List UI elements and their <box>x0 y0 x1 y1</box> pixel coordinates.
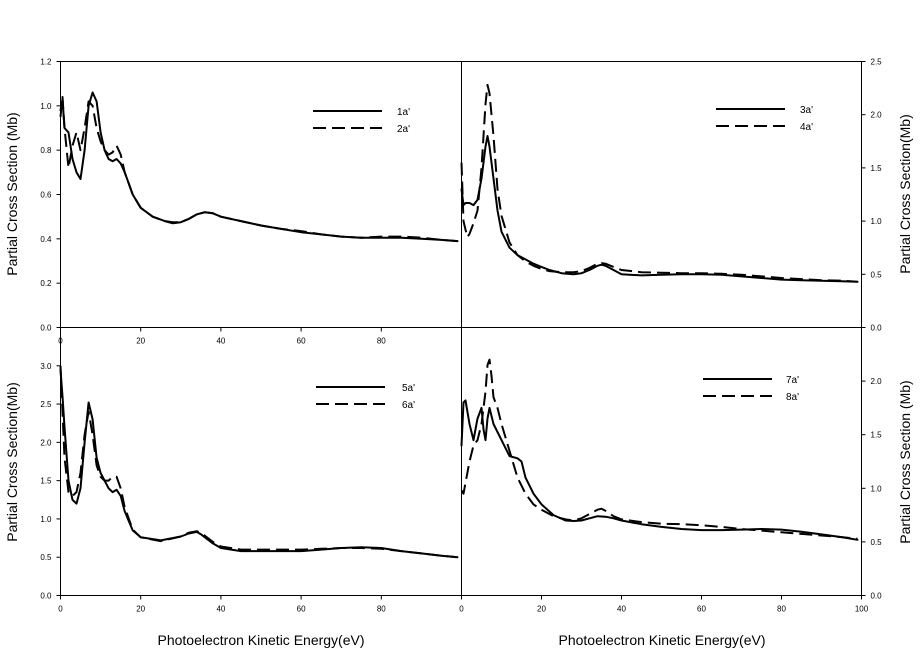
legend-label: 2a' <box>397 124 410 135</box>
panel-frame-bottom-left <box>60 327 462 596</box>
x-tick-label: 0 <box>459 605 464 614</box>
legend-label: 7a' <box>786 375 799 386</box>
y-axis-title-bottom-right: Partial Cross Section (Mb) <box>897 380 913 543</box>
legend-label: 1a' <box>397 107 410 118</box>
x-tick-label: 40 <box>216 337 225 346</box>
y-tick-label: 1.2 <box>40 58 52 67</box>
y-tick-label: 1.0 <box>871 484 883 493</box>
y-tick-label: 0.0 <box>871 592 883 601</box>
series-line-8a <box>460 358 858 540</box>
x-tick-label: 20 <box>537 605 546 614</box>
y-tick-label: 2.0 <box>40 438 52 447</box>
y-tick-label: 3.0 <box>40 362 52 371</box>
y-tick-label: 0.0 <box>40 324 52 333</box>
x-tick-label: 80 <box>377 605 386 614</box>
y-tick-label: 1.5 <box>871 164 883 173</box>
x-tick-label: 40 <box>216 605 225 614</box>
series-line-4a <box>460 83 858 283</box>
y-tick-label: 0.0 <box>40 592 52 601</box>
y-tick-label: 0.5 <box>871 538 883 547</box>
y-tick-label: 0.5 <box>871 270 883 279</box>
panel-frame-top-right <box>461 61 862 328</box>
y-tick-label: 1.0 <box>40 102 52 111</box>
legend-label: 3a' <box>800 105 813 116</box>
x-tick-label: 100 <box>855 605 869 614</box>
y-axis-title-bottom-left: Partial Cross Section(Mb) <box>4 382 20 542</box>
chart-panel-bottom-left: 0.0 0.5 1.0 1.5 2.0 2.5 3.0 0 20 40 60 80 5a' 6a' <box>40 362 459 614</box>
y-tick-label: 0.0 <box>871 324 883 333</box>
y-tick-label: 0.2 <box>40 279 52 288</box>
chart-panel-top-right: 0.0 0.5 1.0 1.5 2.0 2.5 3a' 4a' <box>460 58 883 333</box>
x-axis-title-left: Photoelectron Kinetic Energy(eV) <box>158 632 365 648</box>
y-tick-label: 1.0 <box>871 217 883 226</box>
chart-panel-top-left: 0.0 0.2 0.4 0.6 0.8 1.0 1.2 0 20 40 60 80 1a' 2a' <box>40 58 459 346</box>
y-axis-title-top-right: Partial Cross Section(Mb) <box>897 114 913 274</box>
legend-label: 6a' <box>402 400 415 411</box>
series-line-6a <box>59 365 458 559</box>
y-tick-label: 0.6 <box>40 191 52 200</box>
y-tick-label: 0.4 <box>40 235 52 244</box>
series-line-5a <box>59 368 459 559</box>
y-tick-label: 1.5 <box>40 477 52 486</box>
series-line-7a <box>460 399 859 541</box>
x-tick-label: 40 <box>617 605 626 614</box>
y-tick-label: 0.5 <box>40 553 52 562</box>
panels: 0.00.20.40.60.81.01.20 20 40 60 801a'2a'0.00… <box>40 58 882 614</box>
x-tick-label: 0 <box>58 605 63 614</box>
legend-label: 5a' <box>402 383 415 394</box>
y-tick-label: 1.0 <box>40 515 52 524</box>
y-tick-label: 2.0 <box>871 377 883 386</box>
y-axis-title-top-left: Partial Cross Section (Mb) <box>4 112 20 275</box>
x-tick-label: 20 <box>136 605 145 614</box>
panel-frame-bottom-right <box>461 327 862 596</box>
legend-label: 4a' <box>800 122 813 133</box>
y-tick-label: 2.5 <box>40 400 52 409</box>
legend-label: 8a' <box>786 392 799 403</box>
x-tick-label: 20 <box>136 337 145 346</box>
x-tick-label: 80 <box>377 337 386 346</box>
x-tick-label: 60 <box>697 605 706 614</box>
x-tick-label: 60 <box>297 337 306 346</box>
y-tick-label: 2.0 <box>871 111 883 120</box>
panel-frame-top-left <box>60 61 462 328</box>
x-tick-label: 80 <box>777 605 786 614</box>
y-tick-label: 0.8 <box>40 146 52 155</box>
x-tick-label: 60 <box>297 605 306 614</box>
x-tick-label: 0 <box>58 337 63 346</box>
x-axis-title-right: Photoelectron Kinetic Energy(eV) <box>559 632 766 648</box>
chart-panel-bottom-right: 0.0 0.5 1.0 1.5 2.0 0 20 40 60 80 100 7a' 8a' <box>459 358 883 614</box>
y-tick-label: 2.5 <box>871 58 883 67</box>
series-line-3a <box>460 135 859 283</box>
y-tick-label: 1.5 <box>871 431 883 440</box>
series-line-2a <box>59 96 458 243</box>
